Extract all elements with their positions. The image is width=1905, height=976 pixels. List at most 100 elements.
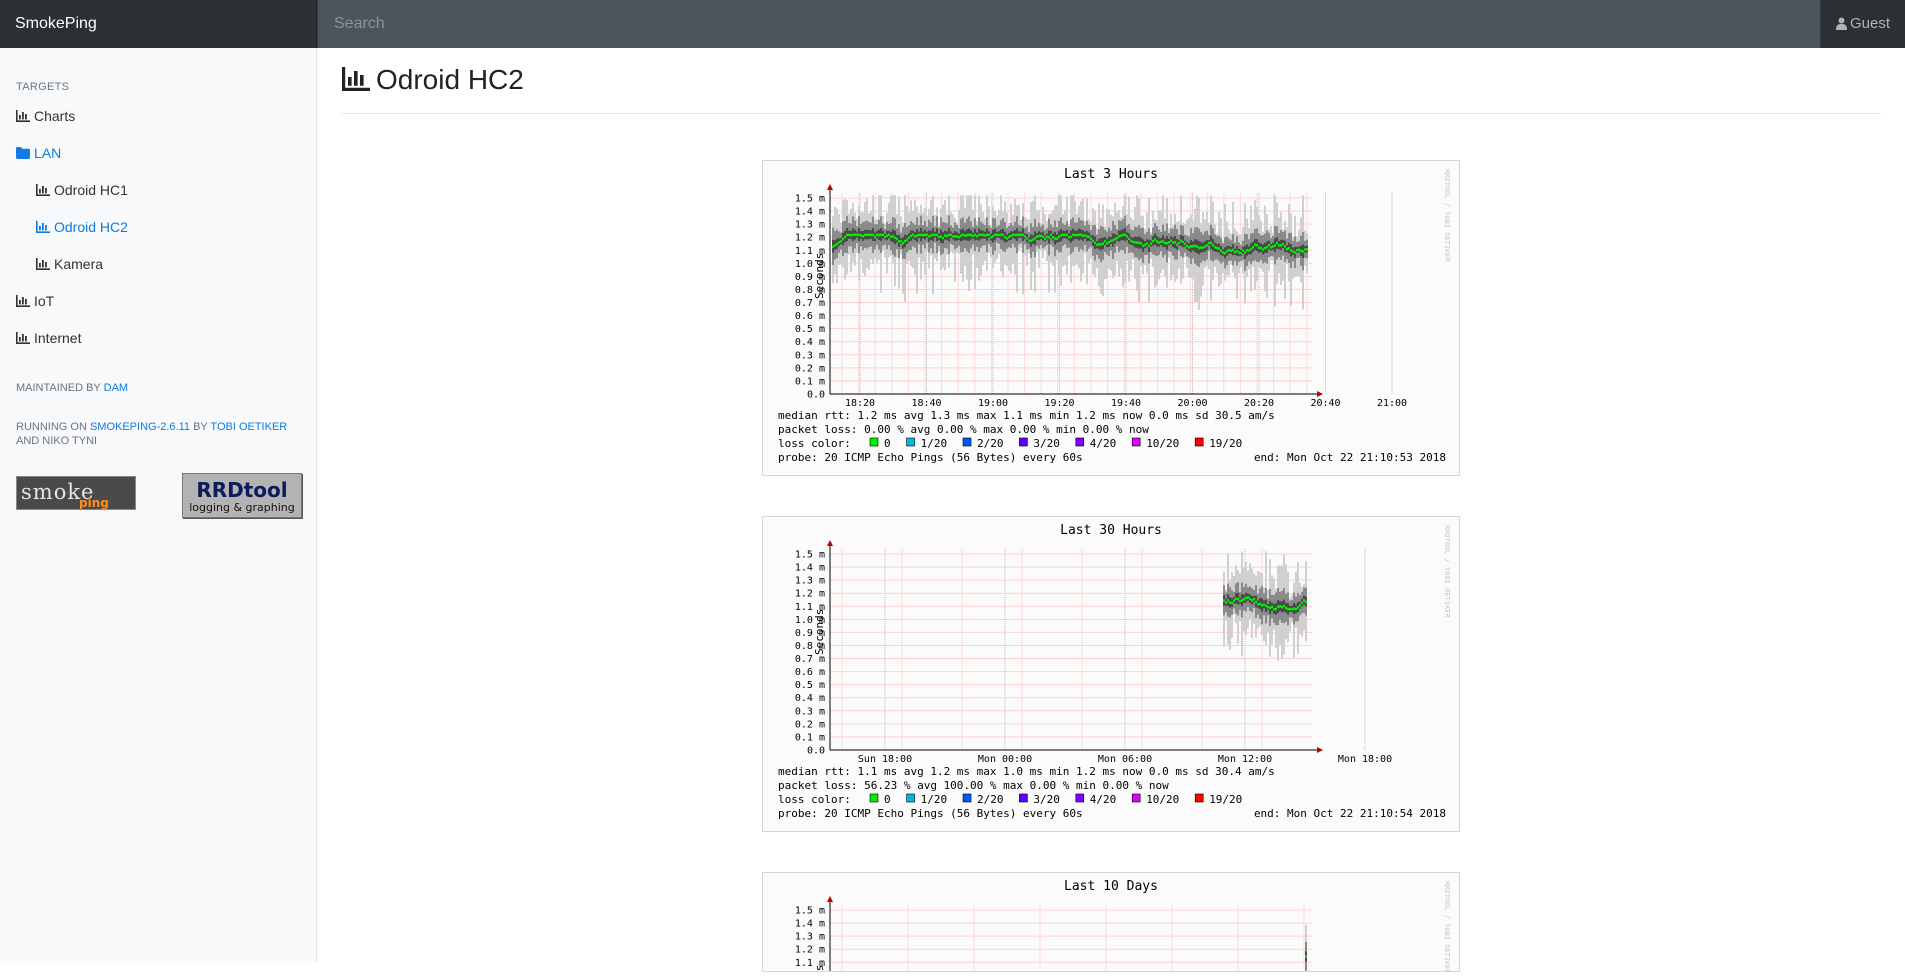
median-point (1246, 249, 1248, 252)
median-point (1040, 234, 1042, 238)
median-point (838, 241, 840, 244)
median-point (1082, 234, 1084, 238)
median-point (1184, 242, 1186, 246)
median-point (1060, 233, 1062, 237)
y-tick-label: 0.3 m (795, 350, 825, 361)
median-point (1257, 603, 1259, 606)
median-point (914, 235, 916, 238)
median-point (868, 233, 870, 237)
chart-icon (36, 258, 50, 270)
median-point (1032, 238, 1034, 241)
median-point (1226, 249, 1228, 253)
y-axis-arrow (827, 896, 833, 902)
smokeping-version-link[interactable]: SMOKEPING-2.6.11 (89, 421, 191, 433)
median-point (968, 233, 970, 237)
sidebar-item-charts[interactable]: Charts (16, 104, 75, 128)
median-point (1124, 233, 1126, 237)
median-point (1230, 249, 1232, 252)
median-point (922, 233, 924, 237)
median-point (842, 237, 844, 241)
chart-icon (16, 295, 30, 307)
median-point (1074, 233, 1076, 237)
y-tick-label: 1.3 m (795, 220, 825, 231)
graph-last-10-days[interactable]: Last 10 DaysSecondsRRDTOOL / TOBI OETIKE… (762, 872, 1460, 976)
median-point (1292, 250, 1294, 253)
median-point (1104, 240, 1106, 243)
median-point (960, 234, 962, 237)
author-link[interactable]: TOBI OETIKER (210, 421, 288, 433)
sidebar-item-odroid-hc2[interactable]: Odroid HC2 (36, 215, 128, 239)
sidebar-item-label: IoT (34, 293, 55, 309)
median-point (1229, 601, 1231, 604)
brand-link[interactable]: SmokePing (0, 0, 317, 48)
median-point (924, 233, 926, 237)
x-tick-label: Mon 18:00 (1338, 754, 1392, 765)
maintained-prefix: MAINTAINED BY (16, 382, 101, 394)
median-point (1002, 233, 1004, 237)
median-point (906, 238, 908, 242)
sidebar-item-odroid-hc1[interactable]: Odroid HC1 (36, 178, 128, 202)
loss-swatch (962, 437, 972, 447)
smokeping-logo[interactable]: smoke ping (16, 476, 136, 510)
median-point (1182, 240, 1184, 244)
median-point (1158, 241, 1160, 244)
median-point (1267, 605, 1269, 609)
median-point (1118, 235, 1120, 238)
sidebar-item-lan[interactable]: LAN (16, 141, 61, 165)
median-point (904, 239, 906, 243)
median-point (1278, 244, 1280, 247)
median-point (864, 233, 866, 237)
median-point (952, 235, 954, 238)
median-point (1223, 599, 1225, 602)
median-point (1265, 604, 1267, 608)
median-point (1295, 607, 1297, 611)
y-tick-label: 1.3 m (795, 576, 825, 587)
median-point (990, 236, 992, 239)
graph-last-30-hours[interactable]: Last 30 Hours Seconds RRDTOOL / TOBI OETIK… (762, 516, 1460, 832)
median-point (1180, 239, 1182, 243)
median-point (1056, 237, 1058, 241)
median-point (964, 234, 966, 237)
median-point (1190, 245, 1192, 248)
sidebar-item-internet[interactable]: Internet (16, 326, 81, 350)
median-point (876, 233, 878, 237)
sidebar-item-iot[interactable]: IoT (16, 289, 54, 313)
median-point (1174, 241, 1176, 244)
median-point (1076, 233, 1078, 237)
median-point (950, 233, 952, 237)
median-point (1256, 244, 1258, 247)
median-point (918, 233, 920, 237)
median-point (862, 234, 864, 238)
median-point (850, 233, 852, 237)
median-point (1016, 233, 1018, 237)
loss-swatch (906, 793, 915, 803)
search-input[interactable] (318, 0, 1820, 48)
loss-legend-label: 10/20 (1146, 437, 1179, 450)
y-tick-label: 0.7 m (795, 654, 825, 665)
median-point (1194, 244, 1196, 248)
sidebar-item-kamera[interactable]: Kamera (36, 252, 103, 276)
median-point (1088, 235, 1090, 239)
median-point (1072, 233, 1074, 237)
rrdtool-logo[interactable]: RRDtool logging & graphing (182, 473, 302, 518)
graph-last-3-hours[interactable]: Last 3 Hours Seconds RRDTOOL / TOBI OETIKE… (762, 160, 1460, 476)
y-tick-label: 0.4 m (795, 337, 825, 348)
y-tick-label: 1.2 m (795, 233, 825, 244)
median-point (1000, 233, 1002, 237)
chart-icon (36, 184, 50, 196)
median-point (1284, 245, 1286, 248)
watermark: RRDTOOL / TOBI OETIKER (1443, 881, 1451, 971)
median-point (920, 233, 922, 237)
median-point (1034, 237, 1036, 240)
median-point (1026, 237, 1028, 240)
median-point (1210, 241, 1212, 245)
median-point (846, 233, 848, 237)
graph-title: Last 3 Hours (1064, 167, 1158, 182)
median-point (1108, 240, 1110, 244)
median-point (1128, 237, 1130, 241)
maintainer-link[interactable]: DAM (103, 382, 129, 394)
median-point (1258, 246, 1260, 250)
chart-icon (16, 332, 30, 344)
y-tick-label: 0.0 (807, 746, 825, 757)
user-menu[interactable]: Guest (1821, 0, 1905, 48)
